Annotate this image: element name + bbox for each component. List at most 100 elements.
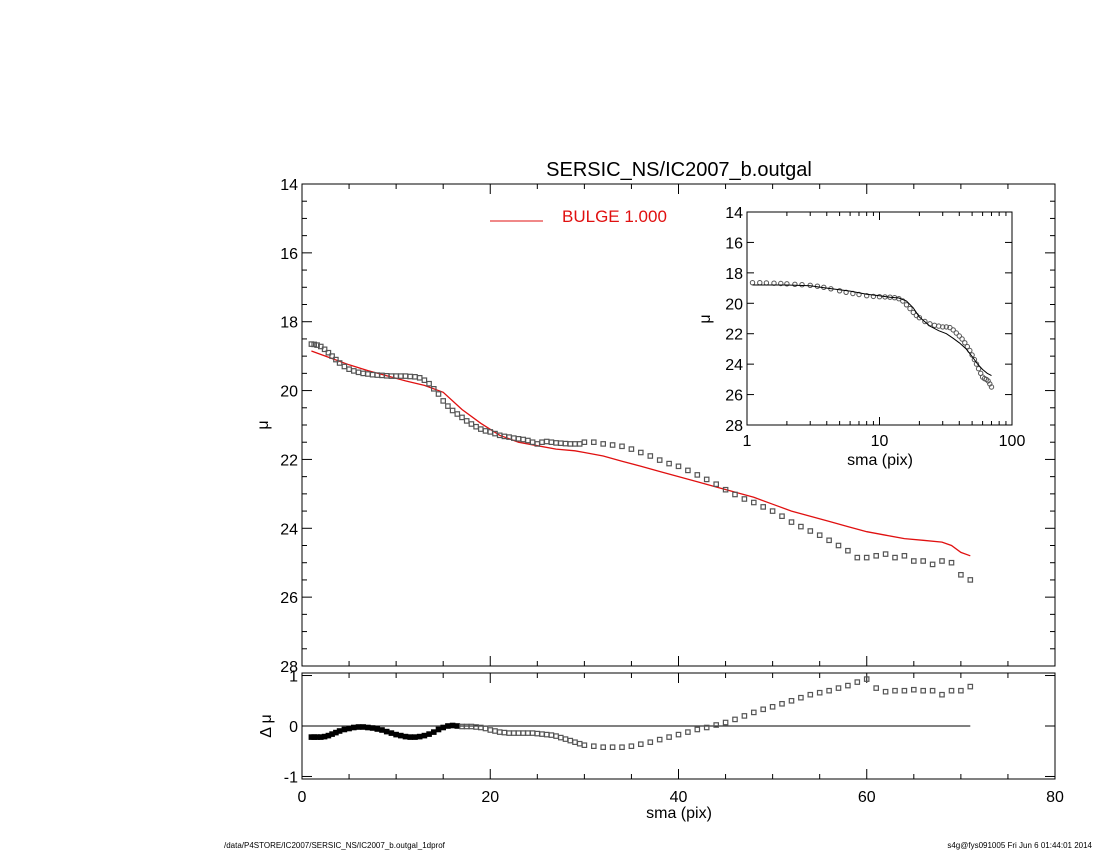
inset-data-point [870, 293, 877, 300]
inset-data-point [910, 309, 916, 316]
data-point [553, 440, 559, 446]
data-point [412, 374, 418, 380]
residual-point [379, 727, 385, 733]
data-point [750, 499, 757, 506]
data-point [365, 371, 371, 377]
residual-point [341, 726, 348, 733]
residual-point [487, 727, 494, 733]
residual-point [590, 743, 597, 750]
inset-data-point [971, 356, 978, 363]
inset-y-tick-label: 24 [725, 357, 743, 374]
data-point [967, 577, 974, 583]
inset-y-tick-label: 14 [725, 205, 743, 222]
inset-data-point [799, 282, 805, 288]
residual-point [760, 706, 767, 713]
residual-point [346, 725, 352, 732]
residual-point [511, 730, 517, 736]
inset-data-point [962, 340, 968, 346]
residual-point [355, 724, 362, 730]
residual-point [713, 722, 720, 728]
data-point [407, 373, 414, 380]
residual-point [807, 691, 814, 698]
residual-point [863, 676, 870, 682]
data-point [788, 519, 795, 525]
residual-point [525, 730, 531, 736]
residual-point [929, 687, 936, 694]
residual-point [816, 689, 823, 696]
data-point [576, 441, 583, 447]
data-point [435, 391, 442, 397]
data-point [351, 368, 357, 374]
data-point [939, 558, 945, 564]
inset-data-point [792, 281, 798, 287]
data-point [807, 528, 814, 534]
residual-point [557, 734, 564, 741]
residual-point [732, 716, 738, 723]
data-point [478, 426, 484, 432]
residual-point [388, 730, 395, 736]
inset-data-point [784, 281, 790, 287]
x-tick-label: 60 [858, 789, 876, 806]
inset-observed-series [749, 280, 995, 390]
data-point [557, 440, 564, 447]
data-point [929, 561, 936, 568]
data-point [666, 460, 672, 467]
data-point [321, 346, 328, 353]
data-point [333, 356, 339, 363]
residual-point [515, 730, 522, 736]
data-point [798, 523, 804, 530]
data-point [845, 547, 851, 554]
residual-point [628, 743, 635, 750]
residual-point [958, 687, 964, 694]
residual-point [402, 733, 409, 740]
inset-y-tick-label: 16 [725, 235, 743, 252]
x-tick-label: 40 [670, 789, 688, 806]
residual-point [600, 744, 607, 751]
inset-x-axis-label: sma (pix) [847, 452, 913, 469]
residual-point [374, 726, 381, 732]
legend: BULGE 1.000 [490, 207, 667, 226]
residual-point [501, 729, 508, 736]
data-point [675, 463, 682, 470]
inset-data-point [975, 366, 982, 372]
residual-point [948, 687, 955, 694]
residual-point [581, 742, 588, 749]
y-tick-label: 18 [280, 315, 298, 332]
y-tick-label: 24 [280, 521, 298, 538]
data-point [732, 491, 738, 498]
residual-point [360, 724, 367, 730]
data-point [468, 421, 475, 427]
inset-data-point [953, 330, 959, 336]
data-point [741, 496, 748, 502]
inset-x-axis: 1 10 100 [743, 212, 1025, 450]
residual-point [882, 688, 889, 695]
residual-point [426, 731, 432, 737]
data-point [713, 481, 720, 488]
residual-point [482, 725, 489, 732]
main-x-axis [301, 184, 1056, 666]
data-point [311, 341, 318, 348]
residual-point [534, 730, 541, 737]
chart-title: SERSIC_NS/IC2007_b.outgal [546, 159, 812, 181]
legend-label: BULGE 1.000 [562, 207, 667, 226]
data-point [760, 504, 767, 510]
data-point [346, 366, 352, 373]
inset-y-tick-label: 18 [725, 266, 743, 283]
residual-point [967, 683, 974, 690]
residual-point [920, 687, 927, 694]
data-point [402, 373, 409, 379]
data-point [835, 542, 842, 549]
data-point [459, 414, 465, 421]
residual-point [845, 682, 851, 689]
residual-x-axis: 0 20 40 60 80 [298, 673, 1064, 806]
data-point [609, 442, 616, 448]
residual-point [407, 734, 414, 740]
residual-point [826, 687, 832, 694]
data-point [910, 558, 917, 564]
inset-y-axis-label: μ [697, 314, 714, 323]
inset-x-tick-label: 10 [871, 433, 889, 450]
residual-point [440, 724, 447, 731]
residual-point [421, 732, 428, 739]
residual-point [445, 723, 451, 729]
